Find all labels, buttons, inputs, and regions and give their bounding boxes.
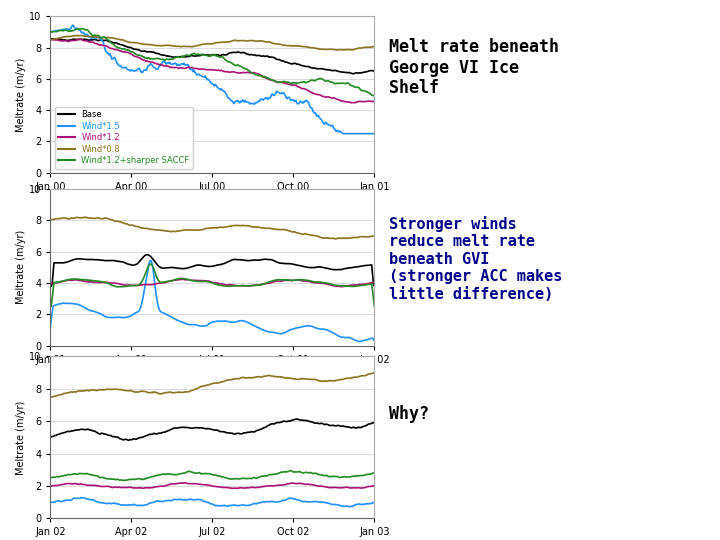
Text: Melt rate beneath
George VI Ice
Shelf: Melt rate beneath George VI Ice Shelf [389,38,559,97]
Text: Stronger winds
reduce melt rate
beneath GVI
(stronger ACC makes
little differenc: Stronger winds reduce melt rate beneath … [389,216,562,302]
Text: Why?: Why? [389,405,429,423]
Y-axis label: Meltrate (m/yr): Meltrate (m/yr) [17,230,27,305]
Legend: Base, Wind*1.5, Wind*1.2, Wind*0.8, Wind*1.2+sharper SACCF: Base, Wind*1.5, Wind*1.2, Wind*0.8, Wind… [55,107,193,168]
Y-axis label: Meltrate (m/yr): Meltrate (m/yr) [17,400,27,475]
Y-axis label: Meltrate (m/yr): Meltrate (m/yr) [17,57,27,132]
